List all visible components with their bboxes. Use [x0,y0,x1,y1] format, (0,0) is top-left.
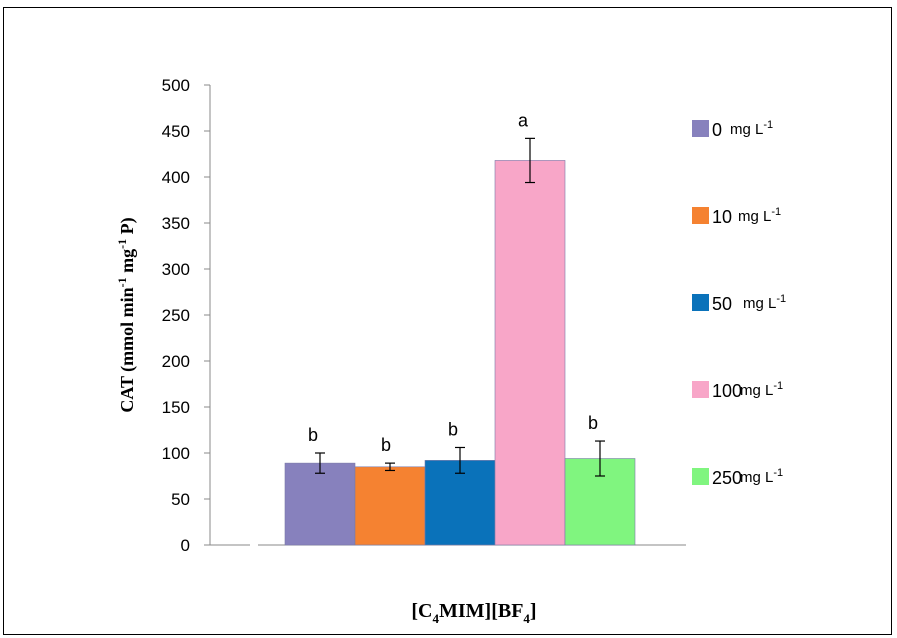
legend-value-10: 10 [712,207,732,227]
legend-unit-base: mg L [730,121,763,138]
significance-label-100: a [518,110,529,130]
y-tick-label: 200 [162,352,190,371]
legend-unit-100: mg L-1 [740,380,783,399]
legend-value-0: 0 [712,120,722,140]
y-tick-label: 150 [162,398,190,417]
xlabel-part-2: MIM][BF [439,600,523,622]
legend-unit-base: mg L [740,469,773,486]
legend-unit-sup: -1 [773,467,783,479]
legend-swatch-0 [692,120,709,137]
legend-unit-base: mg L [743,295,776,312]
ylabel-part-2: mg [117,249,137,278]
bar-50 [424,460,496,546]
legend-swatch-10 [692,207,709,224]
ylabel-part-3: P) [117,217,138,239]
ylabel-sup-1: -1 [115,277,129,287]
y-tick-label: 50 [171,490,190,509]
significance-label-0: b [308,425,318,445]
y-tick-label: 400 [162,168,190,187]
bar-10 [354,466,426,546]
bars-group: b b b a b [284,110,636,546]
xlabel-sub-1: 4 [433,611,440,626]
significance-label-250: b [588,413,598,433]
legend-unit-50: mg L-1 [743,293,786,312]
legend-swatch-250 [692,468,709,485]
y-tick-label: 500 [162,76,190,95]
xlabel-part-3: ] [530,600,537,622]
y-tick-label: 0 [181,536,190,555]
significance-label-50: b [448,419,458,439]
xlabel-sub-2: 4 [523,611,530,626]
y-tick-label: 100 [162,444,190,463]
significance-label-10: b [381,435,391,455]
legend-value-100: 100 [712,381,742,401]
legend-unit-sup: -1 [776,293,786,305]
legend-unit-10: mg L-1 [738,206,781,225]
bar-0 [284,462,356,546]
legend-unit-0: mg L-1 [730,119,773,138]
ylabel-part-1: CAT (mmol min [117,287,138,412]
y-axis-ticks: 0 50 100 150 200 250 300 350 400 450 500 [162,76,210,555]
legend-value-50: 50 [712,294,732,314]
xlabel-part-1: [C [411,600,432,622]
legend-unit-sup: -1 [771,206,781,218]
legend-unit-sup: -1 [773,380,783,392]
legend-swatch-100 [692,381,709,398]
y-tick-label: 350 [162,214,190,233]
x-axis-label: [C4MIM][BF4] [411,600,536,626]
bar-250 [564,458,636,546]
y-tick-label: 300 [162,260,190,279]
bar-100 [494,160,566,546]
legend-unit-base: mg L [740,382,773,399]
ylabel-sup-2: -1 [115,239,129,249]
legend-value-250: 250 [712,468,742,488]
legend-unit-sup: -1 [763,119,773,131]
y-tick-label: 450 [162,122,190,141]
y-tick-label: 250 [162,306,190,325]
legend-swatch-50 [692,294,709,311]
legend-unit-base: mg L [738,208,771,225]
y-axis-label: CAT (mmol min-1 mg-1 P) [115,217,138,412]
legend-unit-250: mg L-1 [740,467,783,486]
